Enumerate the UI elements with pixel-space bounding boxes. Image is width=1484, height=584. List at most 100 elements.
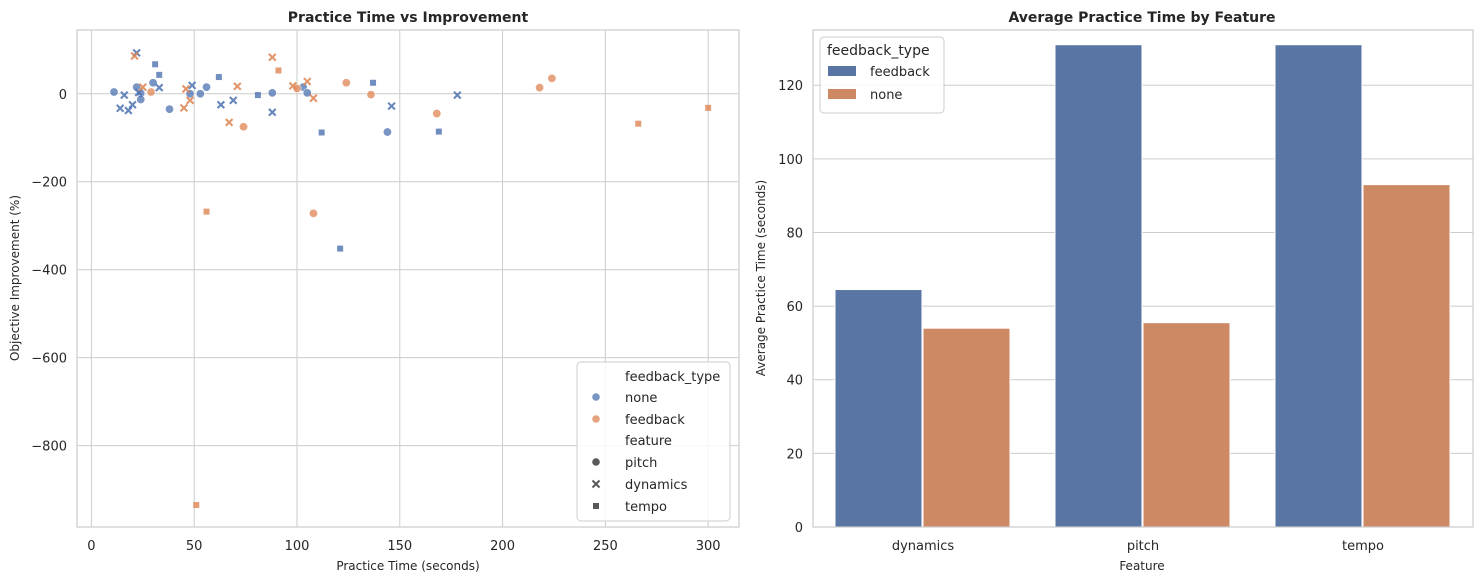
bar-ylabel: Average Practice Time (seconds)	[754, 180, 768, 376]
bar-legend-none-label: none	[870, 88, 902, 103]
scatter-xlabel: Practice Time (seconds)	[336, 559, 479, 573]
scatter-point-feedback-pitch	[308, 208, 318, 218]
scatter-point-none-tempo	[254, 92, 261, 99]
scatter-point-feedback-dynamics	[185, 96, 195, 105]
legend-dynamics-label: dynamics	[625, 478, 688, 493]
legend-pitch-label: pitch	[625, 456, 657, 471]
scatter-point-none-dynamics	[155, 83, 164, 92]
scatter-point-feedback-dynamics	[233, 82, 242, 91]
scatter-point-none-tempo	[156, 71, 163, 78]
scatter-point-none-tempo	[370, 79, 377, 86]
scatter-point-none-tempo	[318, 129, 325, 136]
scatter-point-feedback-pitch	[146, 87, 156, 97]
scatter-xtick-label: 300	[696, 539, 721, 554]
scatter-point-none-dynamics	[187, 81, 197, 90]
legend-tempo-label: tempo	[625, 500, 667, 515]
scatter-point-none-dynamics	[453, 90, 462, 100]
scatter-point-none-dynamics	[268, 108, 277, 117]
scatter-point-none-pitch	[302, 88, 312, 98]
scatter-point-feedback-dynamics	[224, 118, 234, 127]
bar-ytick-label: 60	[786, 300, 803, 315]
scatter-point-none-pitch	[267, 88, 277, 98]
scatter-xtick-label: 0	[87, 539, 95, 554]
bar-ytick-label: 40	[786, 374, 803, 389]
bar-pitch-feedback	[1054, 44, 1143, 528]
bar-title: Average Practice Time by Feature	[1008, 10, 1275, 26]
legend-tempo-marker	[593, 503, 599, 509]
scatter-point-feedback-tempo	[193, 502, 200, 509]
bar-tempo-none	[1362, 184, 1451, 528]
scatter-point-none-pitch	[136, 94, 146, 104]
bar-xtick-label: tempo	[1342, 539, 1384, 554]
scatter-point-none-pitch	[148, 78, 158, 88]
bar-ytick-label: 20	[786, 447, 803, 462]
legend-feedback-marker	[592, 415, 600, 423]
scatter-ytick-label: −400	[31, 264, 67, 279]
scatter-xtick-label: 50	[186, 539, 203, 554]
scatter-legend: feedback_type none feedback feature pitc…	[576, 361, 731, 522]
bar-pitch-none	[1142, 322, 1231, 528]
legend-none-label: none	[625, 391, 657, 406]
legend-style-title: feature	[625, 434, 672, 449]
scatter-point-none-tempo	[337, 245, 344, 252]
scatter-point-feedback-dynamics	[181, 84, 191, 94]
scatter-xtick-label: 200	[490, 539, 515, 554]
scatter-point-none-dynamics	[387, 101, 396, 111]
scatter-point-none-dynamics	[124, 106, 133, 115]
scatter-point-none-pitch	[202, 82, 212, 92]
bar-legend-feedback-label: feedback	[870, 65, 930, 80]
scatter-axes-frame	[76, 29, 740, 528]
scatter-point-feedback-pitch	[239, 122, 249, 132]
bar-dynamics-feedback	[834, 289, 923, 528]
legend-hue-title: feedback_type	[625, 370, 720, 385]
scatter-xtick-label: 150	[387, 539, 412, 554]
scatter-point-feedback-tempo	[635, 120, 642, 127]
scatter-point-none-tempo	[435, 128, 442, 135]
bar-ytick-label: 0	[795, 521, 803, 536]
bar-dynamics-none	[922, 327, 1011, 528]
scatter-xtick-label: 250	[593, 539, 618, 554]
scatter-point-none-tempo	[152, 61, 159, 68]
scatter-point-feedback-pitch	[535, 83, 545, 93]
scatter-point-feedback-pitch	[432, 109, 442, 119]
scatter-point-feedback-tempo	[275, 67, 282, 74]
legend-pitch-marker	[592, 458, 600, 466]
scatter-point-feedback-pitch	[366, 90, 376, 100]
scatter-point-none-dynamics	[229, 96, 238, 105]
scatter-point-feedback-dynamics	[288, 81, 298, 90]
bar-axes-frame	[812, 29, 1474, 528]
scatter-point-feedback-dynamics	[138, 83, 147, 92]
scatter-ytick-label: −200	[31, 176, 67, 191]
scatter-point-feedback-dynamics	[309, 94, 318, 103]
scatter-point-none-pitch	[195, 89, 205, 99]
scatter-point-feedback-tempo	[203, 208, 210, 215]
bar-xlabel: Feature	[1119, 559, 1164, 573]
scatter-point-none-pitch	[382, 127, 392, 137]
bar-panel: Average Practice Time by Feature 0 20 40 60…	[754, 10, 1474, 573]
bar-xtick-label: pitch	[1127, 539, 1159, 554]
scatter-ytick-label: −800	[31, 440, 67, 455]
scatter-point-feedback-dynamics	[268, 53, 277, 62]
scatter-point-feedback-dynamics	[179, 103, 189, 112]
scatter-point-feedback-pitch	[341, 78, 351, 88]
scatter-title: Practice Time vs Improvement	[288, 10, 529, 26]
bar-ytick-label: 120	[778, 79, 803, 94]
scatter-xtick-label: 100	[285, 539, 310, 554]
legend-feedback-label: feedback	[625, 413, 685, 428]
scatter-point-feedback-dynamics	[130, 51, 139, 61]
scatter-point-feedback-pitch	[547, 73, 557, 83]
scatter-ylabel: Objective Improvement (%)	[8, 195, 22, 361]
scatter-point-none-dynamics	[216, 100, 226, 109]
bar-xtick-label: dynamics	[892, 539, 955, 554]
bar-tempo-feedback	[1274, 44, 1363, 528]
scatter-point-none-dynamics	[128, 100, 137, 109]
scatter-point-feedback-dynamics	[303, 77, 312, 86]
scatter-ytick-label: −600	[31, 352, 67, 367]
scatter-legend-frame	[576, 361, 731, 522]
bar-legend-feedback-swatch	[828, 66, 856, 76]
scatter-ytick-label: 0	[59, 88, 67, 103]
scatter-point-feedback-tempo	[705, 104, 712, 111]
scatter-point-none-pitch	[109, 87, 119, 97]
